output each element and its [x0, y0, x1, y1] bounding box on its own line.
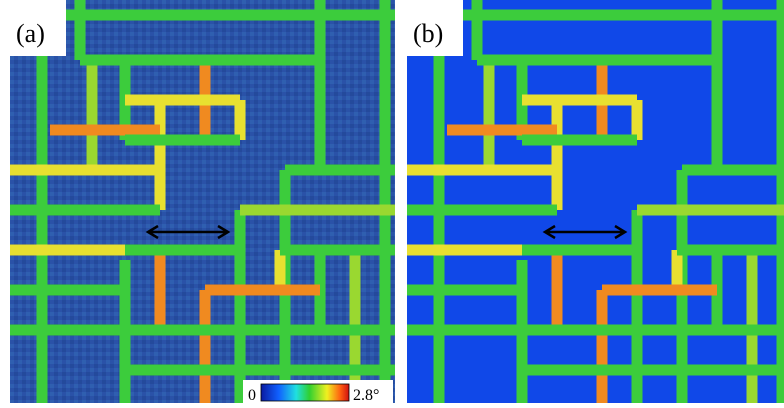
colorbar-max: 2.8° [353, 387, 379, 403]
panel-b [407, 0, 784, 403]
panel-label: (a) [16, 19, 45, 48]
figure: (a) (b) 0 2.8° [0, 0, 784, 403]
panel-a [10, 0, 395, 403]
colorbar-gradient [261, 384, 349, 401]
colorbar-min: 0 [248, 387, 256, 403]
panel-label: (b) [413, 19, 443, 48]
colorbar: 0 2.8° [243, 380, 393, 403]
